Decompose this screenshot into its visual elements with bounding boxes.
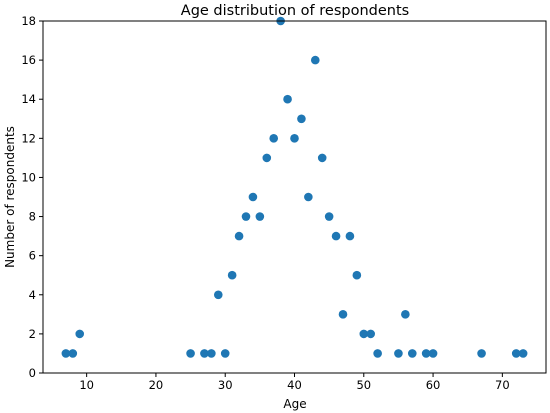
x-tick-label-2: 30 <box>218 378 233 392</box>
y-axis-label: Number of respondents <box>3 126 17 268</box>
data-point-26 <box>352 270 362 280</box>
y-tick-label-6: 12 <box>21 131 36 145</box>
data-point-17 <box>290 134 299 143</box>
data-point-37 <box>518 349 528 358</box>
data-point-6 <box>213 290 223 300</box>
data-point-8 <box>227 270 237 280</box>
data-point-20 <box>310 55 320 65</box>
data-points <box>61 16 528 358</box>
data-point-16 <box>283 94 292 104</box>
data-point-14 <box>269 134 279 143</box>
y-tick-label-1: 2 <box>29 327 36 341</box>
y-tick-label-3: 6 <box>29 249 36 263</box>
data-point-23 <box>331 231 341 241</box>
data-point-21 <box>317 153 327 163</box>
x-tick-label-0: 10 <box>79 378 94 392</box>
data-point-18 <box>297 114 306 124</box>
x-tick-label-3: 40 <box>287 378 302 392</box>
data-point-0 <box>61 349 71 358</box>
y-tick-label-2: 4 <box>29 288 36 302</box>
data-point-13 <box>262 153 272 163</box>
y-tick-label-4: 8 <box>29 210 36 224</box>
data-point-28 <box>366 329 376 339</box>
data-point-32 <box>407 349 417 358</box>
data-point-31 <box>401 310 410 319</box>
data-point-3 <box>186 349 195 358</box>
data-point-1 <box>68 349 78 358</box>
data-point-24 <box>338 310 348 319</box>
data-point-36 <box>511 349 521 358</box>
x-tick-label-5: 60 <box>426 378 441 392</box>
y-tick-label-9: 18 <box>21 14 36 28</box>
data-point-12 <box>255 212 265 221</box>
plot-frame <box>42 20 547 374</box>
data-point-7 <box>220 349 230 358</box>
data-point-9 <box>234 231 244 241</box>
x-tick-label-6: 70 <box>495 378 510 392</box>
data-point-5 <box>207 349 216 358</box>
data-point-22 <box>324 212 334 221</box>
x-tick-label-4: 50 <box>356 378 371 392</box>
data-point-19 <box>304 192 313 202</box>
data-point-30 <box>394 349 403 358</box>
data-point-35 <box>477 349 486 358</box>
data-point-25 <box>345 231 355 241</box>
data-point-34 <box>428 349 438 358</box>
y-tick-label-0: 0 <box>29 366 36 380</box>
data-point-29 <box>373 349 382 358</box>
x-tick-label-1: 20 <box>149 378 164 392</box>
data-point-11 <box>248 192 258 202</box>
data-point-4 <box>200 349 209 358</box>
y-tick-label-7: 14 <box>21 92 36 106</box>
data-point-10 <box>241 212 251 221</box>
y-tick-label-8: 16 <box>21 53 36 67</box>
data-point-27 <box>359 329 369 339</box>
x-axis-label: Age <box>283 397 306 411</box>
chart-title: Age distribution of respondents <box>181 3 409 19</box>
y-tick-label-5: 10 <box>21 170 36 184</box>
data-point-2 <box>75 329 85 339</box>
data-point-33 <box>421 349 431 358</box>
axis-ticks: 10 20 30 40 50 60 70 0 2 4 6 8 10 12 14 16 18 <box>21 14 509 392</box>
